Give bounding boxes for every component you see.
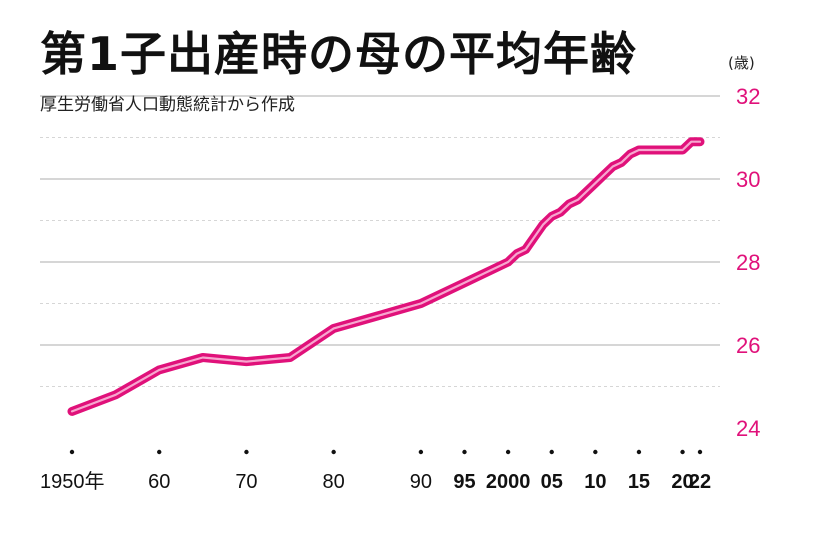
x-tick-label: 20 xyxy=(671,471,693,493)
x-tick-label: 95 xyxy=(453,471,475,493)
y-tick-label: 28 xyxy=(736,250,760,275)
y-tick-label: 32 xyxy=(736,84,760,109)
x-tick-label: 70 xyxy=(235,471,257,493)
y-axis-ticks: 24 26 28 30 32 xyxy=(736,84,760,441)
x-tick-label: 1950年 xyxy=(40,470,105,493)
x-tick-mark xyxy=(593,449,598,455)
x-tick-label: 10 xyxy=(584,471,606,493)
x-tick-mark xyxy=(69,449,75,455)
y-tick-label: 30 xyxy=(736,167,760,192)
chart-title: 第1子出産時の母の平均年齢 xyxy=(40,27,638,81)
x-tick-label: 90 xyxy=(410,471,432,493)
x-tick-mark xyxy=(697,449,703,455)
x-tick-mark xyxy=(680,449,685,455)
series-line xyxy=(67,137,705,416)
x-tick-mark xyxy=(462,449,467,455)
x-tick-mark xyxy=(244,449,249,455)
x-tick-mark xyxy=(331,449,336,455)
y-tick-label: 24 xyxy=(736,416,760,441)
chart-subtitle: 厚生労働省人口動態統計から作成 xyxy=(40,95,295,115)
x-tick-label: 22 xyxy=(689,471,711,493)
x-tick-label: 60 xyxy=(148,471,170,493)
grid-lines xyxy=(40,95,720,387)
x-tick-mark xyxy=(418,449,424,455)
x-tick-mark xyxy=(505,449,511,455)
series-line-highlight xyxy=(70,140,702,413)
x-tick-label: 15 xyxy=(628,471,650,493)
x-tick-mark xyxy=(157,449,162,455)
x-tick-mark xyxy=(636,449,642,455)
x-tick-label: 05 xyxy=(541,471,563,493)
y-tick-label: 26 xyxy=(736,333,760,358)
series-age xyxy=(67,137,705,416)
y-axis-unit-label: (歳) xyxy=(728,54,755,72)
x-tick-label: 2000 xyxy=(486,471,531,493)
x-tick-mark xyxy=(549,449,554,455)
x-tick-label: 80 xyxy=(323,471,345,493)
